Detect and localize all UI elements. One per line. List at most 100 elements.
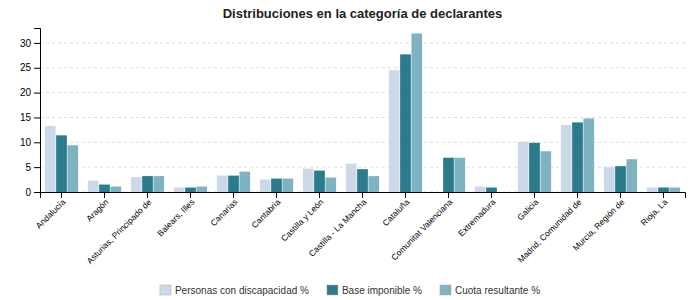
bar	[561, 125, 572, 192]
bar	[303, 169, 314, 192]
legend: Personas con discapacidad % Base imponibl…	[160, 285, 540, 296]
y-tick-mark	[34, 43, 40, 44]
bar	[529, 143, 540, 192]
legend-item: Personas con discapacidad %	[160, 285, 309, 296]
grid	[40, 43, 685, 192]
bar	[239, 172, 250, 192]
y-tick-label: 5	[25, 162, 31, 173]
bar	[583, 118, 594, 192]
x-tick: Aragón	[84, 192, 111, 223]
x-tick-label: Madrid, Comunidad de	[516, 197, 584, 265]
bar	[475, 187, 486, 192]
x-axis: AndalucíaAragónAsturias, Principado deBa…	[34, 192, 686, 266]
y-tick-mark	[34, 192, 40, 193]
bar	[357, 169, 368, 192]
x-tick-label: Rioja, La	[639, 197, 670, 228]
x-tick-mark	[319, 192, 320, 198]
y-tick-label: 20	[20, 87, 32, 98]
x-tick-label: Canarias	[208, 197, 239, 228]
bar	[282, 179, 293, 192]
grid-line	[40, 117, 685, 118]
y-tick-mark	[34, 142, 40, 143]
bar	[400, 54, 411, 192]
bar	[217, 176, 228, 192]
x-tick: Extremadura	[456, 192, 498, 238]
bar	[99, 185, 110, 192]
bar	[271, 179, 282, 192]
y-tick-mark	[34, 117, 40, 118]
x-tick-label: Castilla y León	[279, 197, 326, 244]
x-tick: Cataluña	[380, 192, 411, 228]
title: Distribuciones en la categoría de declar…	[223, 6, 503, 21]
legend-label: Base imponible %	[342, 285, 422, 296]
x-tick: Rioja, La	[639, 192, 670, 228]
bar	[411, 33, 422, 192]
x-tick-label: Extremadura	[456, 197, 498, 239]
legend-swatch	[160, 285, 171, 295]
grid-line	[40, 67, 685, 68]
x-tick-mark	[147, 192, 148, 198]
x-tick: Balears, Illes	[155, 192, 196, 238]
y-tick: 10	[20, 137, 40, 148]
bar	[153, 176, 164, 192]
bar	[389, 70, 400, 192]
bar	[174, 188, 185, 192]
x-tick-mark	[362, 192, 363, 198]
x-tick: Asturias, Principado de	[85, 192, 154, 266]
x-tick-mark	[405, 192, 406, 198]
y-tick-mark	[34, 93, 40, 94]
bars	[45, 33, 680, 192]
grid-line	[40, 42, 685, 43]
legend-item: Base imponible %	[327, 285, 422, 296]
x-tick: Castilla - La Mancha	[307, 192, 369, 259]
chart: 0 5 10 15 20 25 30 AndalucíaAragónAsturias, Pri…	[0, 0, 700, 300]
bar	[604, 167, 615, 192]
bar	[615, 166, 626, 192]
x-tick-label: Asturias, Principado de	[85, 197, 154, 266]
bar	[658, 188, 669, 192]
x-tick: Murcia, Región de	[571, 192, 627, 253]
x-tick-label: Murcia, Región de	[571, 197, 627, 253]
x-tick-label: Comunitat Valenciana	[389, 197, 455, 263]
y-tick: 15	[20, 112, 40, 123]
bar	[131, 177, 142, 192]
y-tick-label: 30	[20, 38, 32, 49]
bar	[518, 142, 529, 192]
y-tick-label: 0	[25, 187, 31, 198]
x-tick-mark	[276, 192, 277, 198]
x-tick-label: Castilla - La Mancha	[307, 197, 369, 259]
bar	[443, 158, 454, 192]
bar	[142, 176, 153, 192]
x-tick-label: Cantabria	[249, 197, 282, 230]
x-tick-mark	[577, 192, 578, 198]
bar	[647, 188, 658, 192]
y-axis: 0 5 10 15 20 25 30	[20, 29, 41, 198]
bar	[454, 158, 465, 192]
x-tick-mark	[448, 192, 449, 198]
y-tick-label: 25	[20, 62, 32, 73]
bar-series	[67, 33, 680, 192]
legend-swatch	[440, 285, 451, 295]
x-axis-line	[41, 193, 686, 199]
legend-label: Personas con discapacidad %	[175, 285, 309, 296]
bar-series	[45, 70, 658, 192]
bar	[67, 145, 78, 192]
x-tick: Cantabria	[249, 192, 282, 230]
y-tick: 0	[25, 187, 40, 198]
x-tick: Castilla y León	[279, 192, 326, 243]
x-tick-mark	[491, 192, 492, 198]
x-tick: Galicia	[515, 192, 541, 222]
bar	[368, 176, 379, 192]
bar	[45, 126, 56, 192]
y-tick: 25	[20, 62, 40, 73]
y-tick: 30	[20, 38, 40, 49]
bar	[432, 192, 443, 193]
x-tick-mark	[534, 192, 535, 198]
bar	[325, 178, 336, 192]
bar	[540, 151, 551, 192]
bar	[196, 187, 207, 192]
x-tick-mark	[620, 192, 621, 198]
x-tick-mark	[233, 192, 234, 198]
grid-line	[40, 92, 685, 93]
bar	[110, 187, 121, 192]
